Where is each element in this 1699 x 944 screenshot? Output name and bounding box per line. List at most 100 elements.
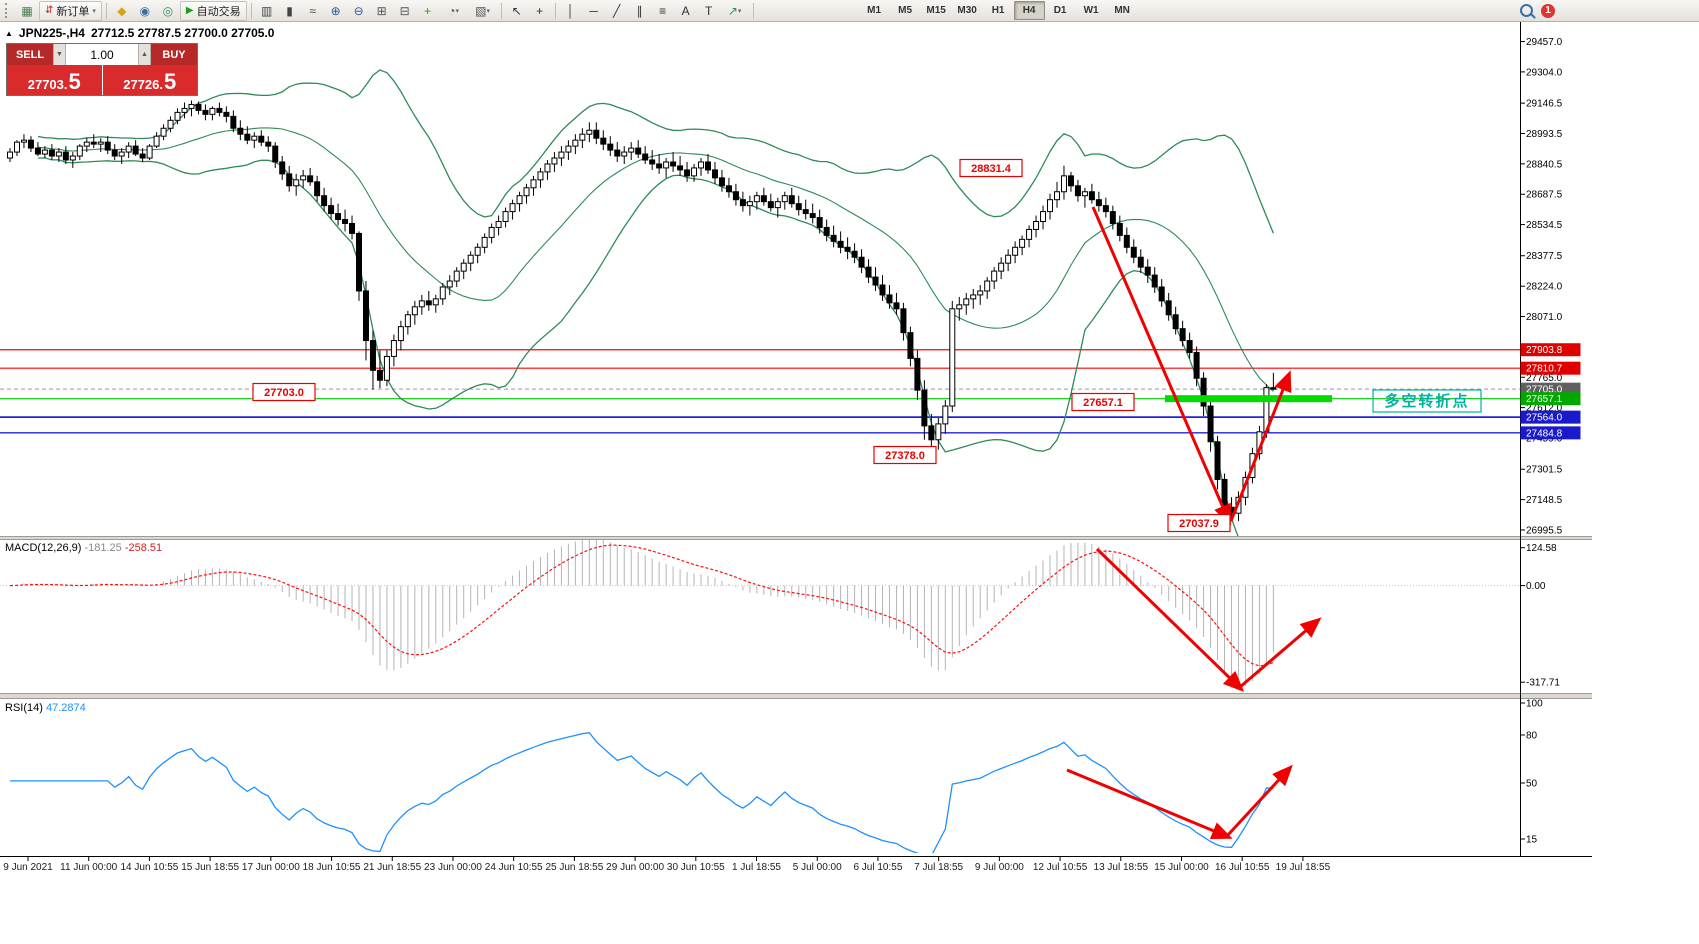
- volume-input[interactable]: 1.00: [66, 44, 138, 65]
- svg-text:17 Jun 00:00: 17 Jun 00:00: [242, 862, 300, 873]
- timeframe-h1[interactable]: H1: [991, 5, 1005, 16]
- timeframe-mn[interactable]: MN: [1114, 5, 1130, 16]
- svg-text:100: 100: [1526, 699, 1543, 710]
- pivot-zone-rectangle[interactable]: [1165, 395, 1332, 403]
- timeframe-h4[interactable]: H4: [1013, 1, 1045, 20]
- candles-layer: [7, 100, 1277, 522]
- svg-text:29304.0: 29304.0: [1526, 67, 1563, 78]
- toolbar-separator: [250, 2, 252, 19]
- timeframe-m5[interactable]: M5: [898, 5, 913, 16]
- svg-text:9 Jul 00:00: 9 Jul 00:00: [975, 862, 1024, 873]
- bollinger-bands: [37, 69, 1275, 536]
- cascade-windows-icon[interactable]: ⊟: [399, 3, 410, 18]
- strategy-tester-icon[interactable]: ◎: [162, 3, 174, 18]
- panel-splitter[interactable]: [0, 693, 1592, 699]
- indicators-icon[interactable]: +: [424, 3, 432, 18]
- sell-button[interactable]: SELL: [7, 44, 53, 65]
- zoom-out-icon[interactable]: ⊖: [353, 3, 364, 18]
- candlestick-chart-icon[interactable]: ▮: [286, 3, 293, 18]
- bar-chart-icon[interactable]: ▥: [260, 3, 273, 18]
- svg-text:13 Jul 18:55: 13 Jul 18:55: [1094, 862, 1149, 873]
- arrows-icon[interactable]: ↗ ▾: [727, 3, 742, 18]
- svg-text:29457.0: 29457.0: [1526, 37, 1563, 48]
- price-annotation-labels[interactable]: 28831.4 27703.0 27657.1 27378.0 27037.9 多空转折点: [252, 158, 1482, 533]
- text-icon[interactable]: A: [681, 3, 690, 18]
- profiles-icon[interactable]: ◆: [117, 3, 127, 18]
- autotrade-button[interactable]: ▶ 自动交易: [179, 0, 247, 21]
- svg-text:27564.0: 27564.0: [1526, 413, 1563, 424]
- svg-text:1 Jul 18:55: 1 Jul 18:55: [732, 862, 781, 873]
- macd-main-value: -181.25: [84, 542, 122, 554]
- search-icon[interactable]: [1520, 4, 1533, 17]
- svg-text:28993.5: 28993.5: [1526, 129, 1563, 140]
- svg-text:24 Jun 10:55: 24 Jun 10:55: [485, 862, 543, 873]
- buy-price[interactable]: 27726. 5: [102, 65, 197, 95]
- trendline-icon[interactable]: ╱: [612, 3, 621, 18]
- svg-text:27657.1: 27657.1: [1526, 394, 1563, 405]
- svg-text:28224.0: 28224.0: [1526, 282, 1563, 293]
- sell-price[interactable]: 27703. 5: [7, 65, 103, 95]
- trend-arrows[interactable]: [1066, 206, 1322, 840]
- chart-background: [0, 22, 1699, 944]
- svg-text:124.58: 124.58: [1526, 543, 1557, 554]
- line-chart-icon[interactable]: ≈: [309, 3, 316, 18]
- collapse-arrow-icon[interactable]: ▲: [5, 28, 13, 38]
- ohlc-values: 27712.5 27787.5 27700.0 27705.0: [90, 26, 275, 40]
- templates-icon[interactable]: ▧ ▾: [475, 3, 491, 18]
- svg-text:28377.5: 28377.5: [1526, 251, 1563, 262]
- volume-down-stepper[interactable]: ▼: [53, 44, 66, 65]
- horizontal-line-icon[interactable]: ─: [589, 3, 598, 18]
- macd-plot: [0, 540, 1520, 686]
- timeframe-m1[interactable]: M1: [867, 5, 882, 16]
- new-order-button[interactable]: ⇵ 新订单 ▾: [39, 0, 102, 21]
- buy-button[interactable]: BUY: [151, 44, 197, 65]
- svg-text:27378.0: 27378.0: [885, 450, 925, 462]
- buy-price-pip: 5: [164, 69, 177, 95]
- tile-windows-icon[interactable]: ⊞: [376, 3, 387, 18]
- svg-text:27810.7: 27810.7: [1526, 364, 1563, 375]
- buy-price-main: 27726.: [123, 76, 163, 92]
- macd-signal-value: -258.51: [124, 542, 163, 554]
- channel-icon[interactable]: ∥: [636, 3, 643, 18]
- chart-header: ▲ JPN225-,H4 27712.5 27787.5 27700.0 277…: [5, 26, 274, 40]
- volume-up-stepper[interactable]: ▲: [138, 44, 151, 65]
- rsi-name: RSI(14): [5, 702, 43, 714]
- svg-text:27765.0: 27765.0: [1526, 373, 1563, 384]
- svg-text:14 Jun 10:55: 14 Jun 10:55: [121, 862, 179, 873]
- svg-text:25 Jun 18:55: 25 Jun 18:55: [545, 862, 603, 873]
- timeframe-m15[interactable]: M15: [926, 5, 946, 16]
- svg-text:9 Jun 2021: 9 Jun 2021: [3, 862, 53, 873]
- zoom-in-icon[interactable]: ⊕: [330, 3, 341, 18]
- new-order-button-label: 新订单: [56, 5, 90, 18]
- caret-down-icon: ▾: [92, 7, 96, 15]
- autotrade-button-label: 自动交易: [196, 5, 241, 18]
- timeframe-w1[interactable]: W1: [1083, 5, 1099, 16]
- cursor-icon[interactable]: ↖: [511, 3, 522, 18]
- caret-down-icon: ▾: [486, 7, 491, 15]
- svg-text:28071.0: 28071.0: [1526, 312, 1563, 323]
- macd-indicator-label: MACD(12,26,9) -181.25 -258.51: [5, 542, 162, 554]
- svg-text:27657.1: 27657.1: [1083, 397, 1123, 409]
- svg-text:19 Jul 18:55: 19 Jul 18:55: [1276, 862, 1331, 873]
- timeframe-d1[interactable]: D1: [1053, 5, 1067, 16]
- chart-window-icon[interactable]: ▦: [21, 3, 33, 18]
- fibonacci-icon[interactable]: ≡: [659, 3, 667, 18]
- periods-icon[interactable]: ◔ ▾: [448, 3, 459, 18]
- rsi-scale: 100 80 50 15: [1520, 699, 1543, 846]
- label-icon[interactable]: T: [704, 3, 713, 18]
- svg-text:27301.5: 27301.5: [1526, 465, 1563, 476]
- vertical-line-icon[interactable]: │: [566, 3, 575, 18]
- time-axis: 9 Jun 2021 11 Jun 00:00 14 Jun 10:55 15 Jun…: [3, 856, 1331, 873]
- rsi-plot: [10, 732, 1274, 853]
- macd-scale: 124.58 0.00 -317.71: [1520, 543, 1560, 689]
- notification-badge[interactable]: 1: [1541, 3, 1555, 18]
- svg-text:28840.5: 28840.5: [1526, 159, 1563, 170]
- timeframe-m30[interactable]: M30: [957, 5, 977, 16]
- svg-text:27612.0: 27612.0: [1526, 403, 1563, 414]
- panel-splitter[interactable]: [0, 536, 1592, 540]
- caret-down-icon: ▾: [455, 7, 459, 15]
- svg-text:30 Jun 10:55: 30 Jun 10:55: [667, 862, 725, 873]
- crosshair-icon[interactable]: +: [536, 3, 544, 18]
- market-watch-icon[interactable]: ◉: [139, 3, 151, 18]
